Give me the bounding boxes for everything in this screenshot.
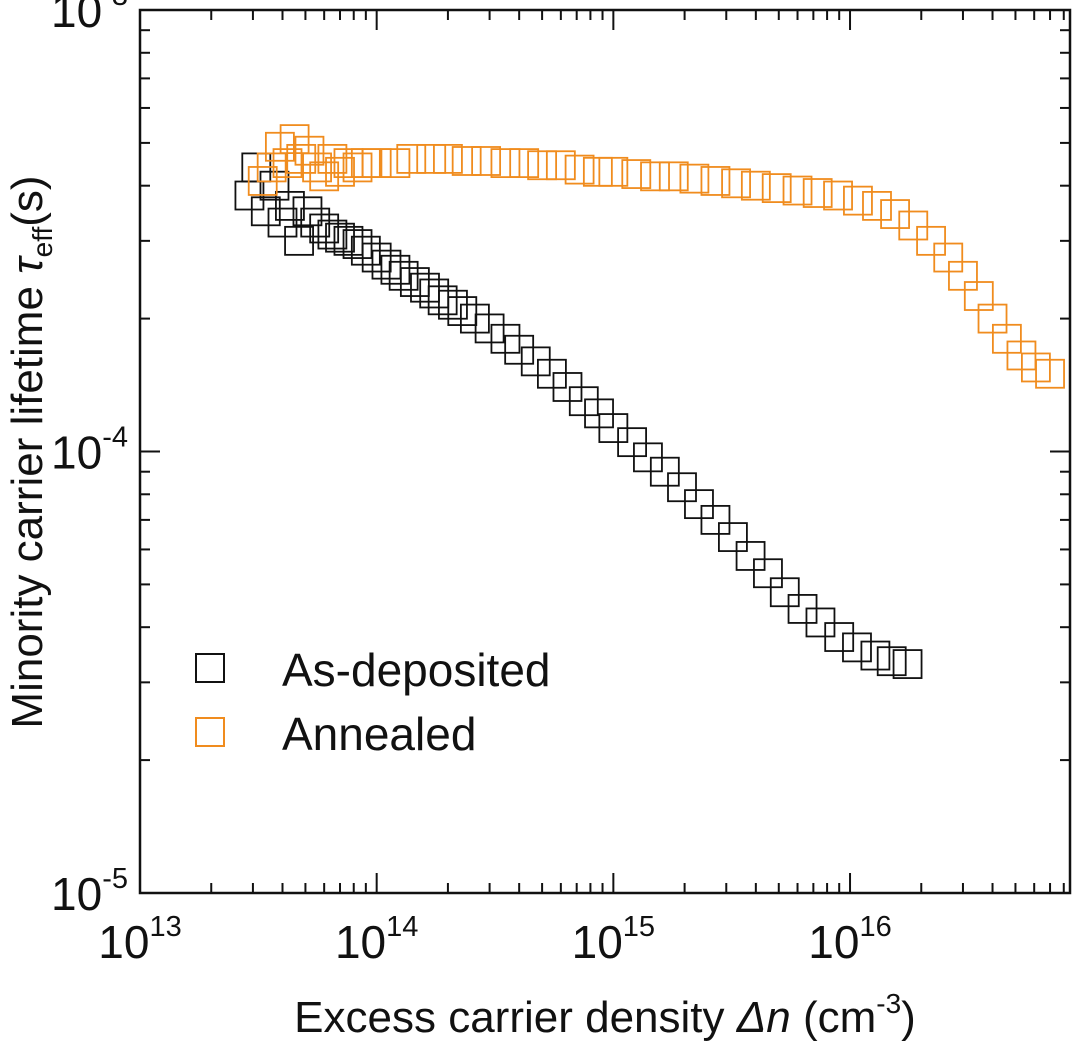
annealed-point <box>256 152 287 183</box>
as-deposited-point <box>769 577 800 608</box>
annealed-point <box>286 143 317 174</box>
annealed-point <box>380 148 411 179</box>
annealed-point <box>490 148 521 179</box>
as-deposited-point <box>427 285 458 316</box>
annealed-point <box>761 173 792 204</box>
y-tick-label: 10-4 <box>51 422 128 479</box>
legend-label-as-deposited: As-deposited <box>282 644 551 696</box>
as-deposited-point <box>520 346 551 377</box>
as-deposited-point <box>380 254 411 285</box>
as-deposited-point <box>474 313 505 344</box>
annealed-point <box>1035 358 1065 389</box>
as-deposited-point <box>371 249 402 280</box>
x-axis-title: Excess carrier density Δn (cm-3) <box>294 988 916 1042</box>
annealed-point <box>640 161 670 192</box>
x-tick-labels: 1013 1014 1015 1016 <box>98 911 891 968</box>
as-deposited-point <box>419 278 450 309</box>
y-tick-label: 10-3 <box>51 0 128 37</box>
annealed-point <box>582 156 613 187</box>
plot-frame <box>138 8 1072 895</box>
annealed-point <box>721 168 751 199</box>
annealed-point <box>471 146 502 176</box>
annealed-point <box>700 166 731 196</box>
annealed-point <box>545 150 576 181</box>
as-deposited-point <box>259 170 290 201</box>
as-deposited-point <box>860 640 891 671</box>
major-ticks <box>139 9 1070 894</box>
as-deposited-point <box>309 213 340 244</box>
legend: As-deposited Annealed <box>195 644 551 760</box>
series-as-deposited <box>234 152 923 679</box>
as-deposited-point <box>361 242 392 273</box>
annealed-point <box>898 210 929 241</box>
annealed-point <box>862 190 892 221</box>
annealed-point <box>843 185 873 216</box>
x-tick-label: 1015 <box>572 911 655 968</box>
annealed-point <box>396 143 427 174</box>
as-deposited-point <box>876 646 907 677</box>
as-deposited-point <box>700 504 731 535</box>
legend-marker-as-deposited <box>195 653 225 683</box>
as-deposited-point <box>617 427 647 458</box>
legend-marker-annealed <box>195 717 225 747</box>
annealed-point <box>433 143 463 174</box>
annealed-point <box>451 146 482 176</box>
as-deposited-point <box>684 489 714 520</box>
x-tick-label: 1016 <box>808 911 891 968</box>
x-tick-label: 1014 <box>335 911 418 968</box>
as-deposited-point <box>735 541 766 571</box>
as-deposited-point <box>333 225 364 256</box>
annealed-point <box>361 148 392 179</box>
as-deposited-point <box>250 196 281 227</box>
legend-label-annealed: Annealed <box>282 708 476 760</box>
annealed-point <box>802 178 833 208</box>
as-deposited-point <box>284 225 314 256</box>
as-deposited-point <box>447 296 478 326</box>
as-deposited-point <box>292 196 323 227</box>
annealed-point <box>325 156 355 187</box>
as-deposited-point <box>667 472 697 503</box>
as-deposited-point <box>388 260 419 291</box>
annealed-point <box>598 156 629 187</box>
annealed-point <box>416 143 447 174</box>
annealed-point <box>509 148 540 179</box>
annealed-point <box>880 199 910 229</box>
annealed-point <box>621 159 652 189</box>
as-deposited-point <box>842 632 872 663</box>
x-tick-label: 1013 <box>98 911 181 968</box>
as-deposited-point <box>275 190 305 221</box>
as-deposited-point <box>718 522 748 552</box>
as-deposited-point <box>504 334 535 365</box>
annealed-point <box>317 143 348 174</box>
annealed-point <box>948 260 978 291</box>
minor-ticks <box>140 10 1070 893</box>
y-axis-title: Minority carrier lifetime τeff(s) <box>3 175 58 728</box>
annealed-point <box>679 163 710 194</box>
annealed-point <box>527 150 558 181</box>
annealed-point <box>342 152 373 183</box>
as-deposited-point <box>892 649 923 679</box>
annealed-point <box>823 180 853 211</box>
as-deposited-point <box>753 558 783 589</box>
as-deposited-point <box>410 272 440 303</box>
as-deposited-point <box>649 456 680 487</box>
as-deposited-point <box>267 207 298 238</box>
annealed-point <box>782 175 813 206</box>
series-annealed <box>247 124 1065 389</box>
as-deposited-point <box>824 622 855 652</box>
annealed-point <box>302 152 332 183</box>
annealed-point <box>658 161 689 192</box>
as-deposited-point <box>317 219 348 250</box>
annealed-point <box>740 170 771 201</box>
as-deposited-point <box>399 267 430 297</box>
as-deposited-point <box>300 207 331 238</box>
annealed-point <box>916 225 946 256</box>
as-deposited-point <box>325 222 355 253</box>
y-tick-labels: 10-5 10-4 10-3 <box>51 0 128 920</box>
as-deposited-point <box>568 386 599 417</box>
annealed-point <box>564 154 595 185</box>
y-tick-label: 10-5 <box>51 863 128 920</box>
